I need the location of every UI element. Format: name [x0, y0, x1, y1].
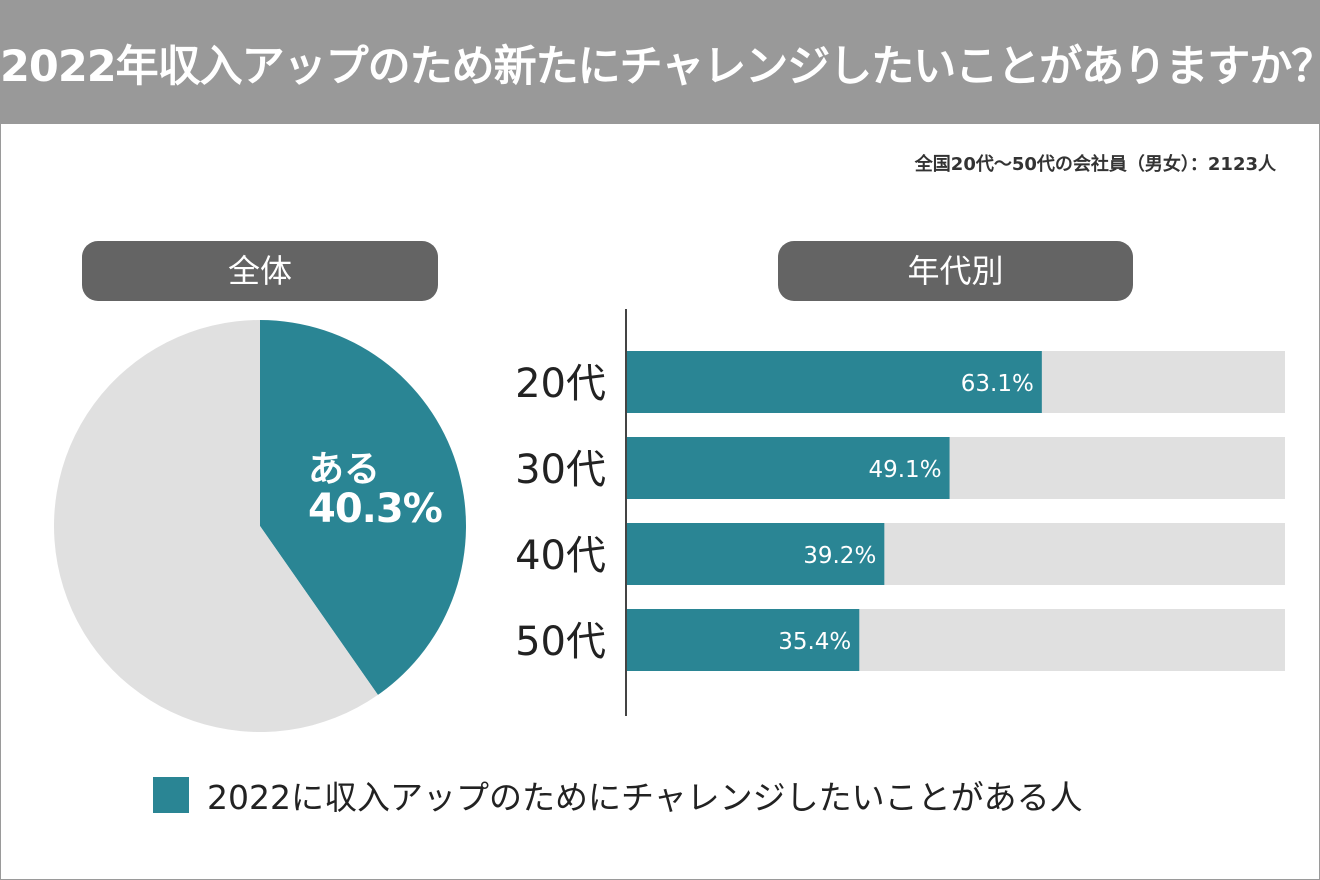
pie-slice-value: 40.3%: [308, 486, 443, 532]
bar: [626, 437, 950, 499]
bar: [626, 351, 1042, 413]
bar: [626, 523, 885, 585]
pie-slice-label: ある: [308, 449, 381, 490]
category-label: 40代: [515, 533, 606, 579]
category-label: 30代: [515, 447, 606, 493]
chart-title: 2022年収入アップのため新たにチャレンジしたいことがありますか？: [0, 42, 1320, 92]
category-label: 20代: [515, 361, 606, 407]
section-label-overall: 全体: [82, 241, 438, 301]
legend: 2022に収入アップのためにチャレンジしたいことがある人: [153, 775, 1083, 817]
bar-value-label: 49.1%: [868, 457, 941, 483]
category-label: 50代: [515, 619, 606, 665]
survey-note: 全国20代〜50代の会社員（男女）：2123人: [914, 154, 1276, 175]
title-banner: 2022年収入アップのため新たにチャレンジしたいことがありますか？: [0, 0, 1320, 124]
pie-slice-other: [54, 320, 378, 732]
section-label-by-age: 年代別: [778, 241, 1133, 301]
bar-value-label: 39.2%: [803, 543, 876, 569]
legend-label: 2022に収入アップのためにチャレンジしたいことがある人: [207, 778, 1083, 817]
legend-swatch: [153, 777, 189, 813]
bar: [626, 609, 860, 671]
pie-slice-yes: [260, 320, 467, 695]
bar-value-label: 63.1%: [961, 371, 1034, 397]
bar-value-label: 35.4%: [778, 629, 851, 655]
